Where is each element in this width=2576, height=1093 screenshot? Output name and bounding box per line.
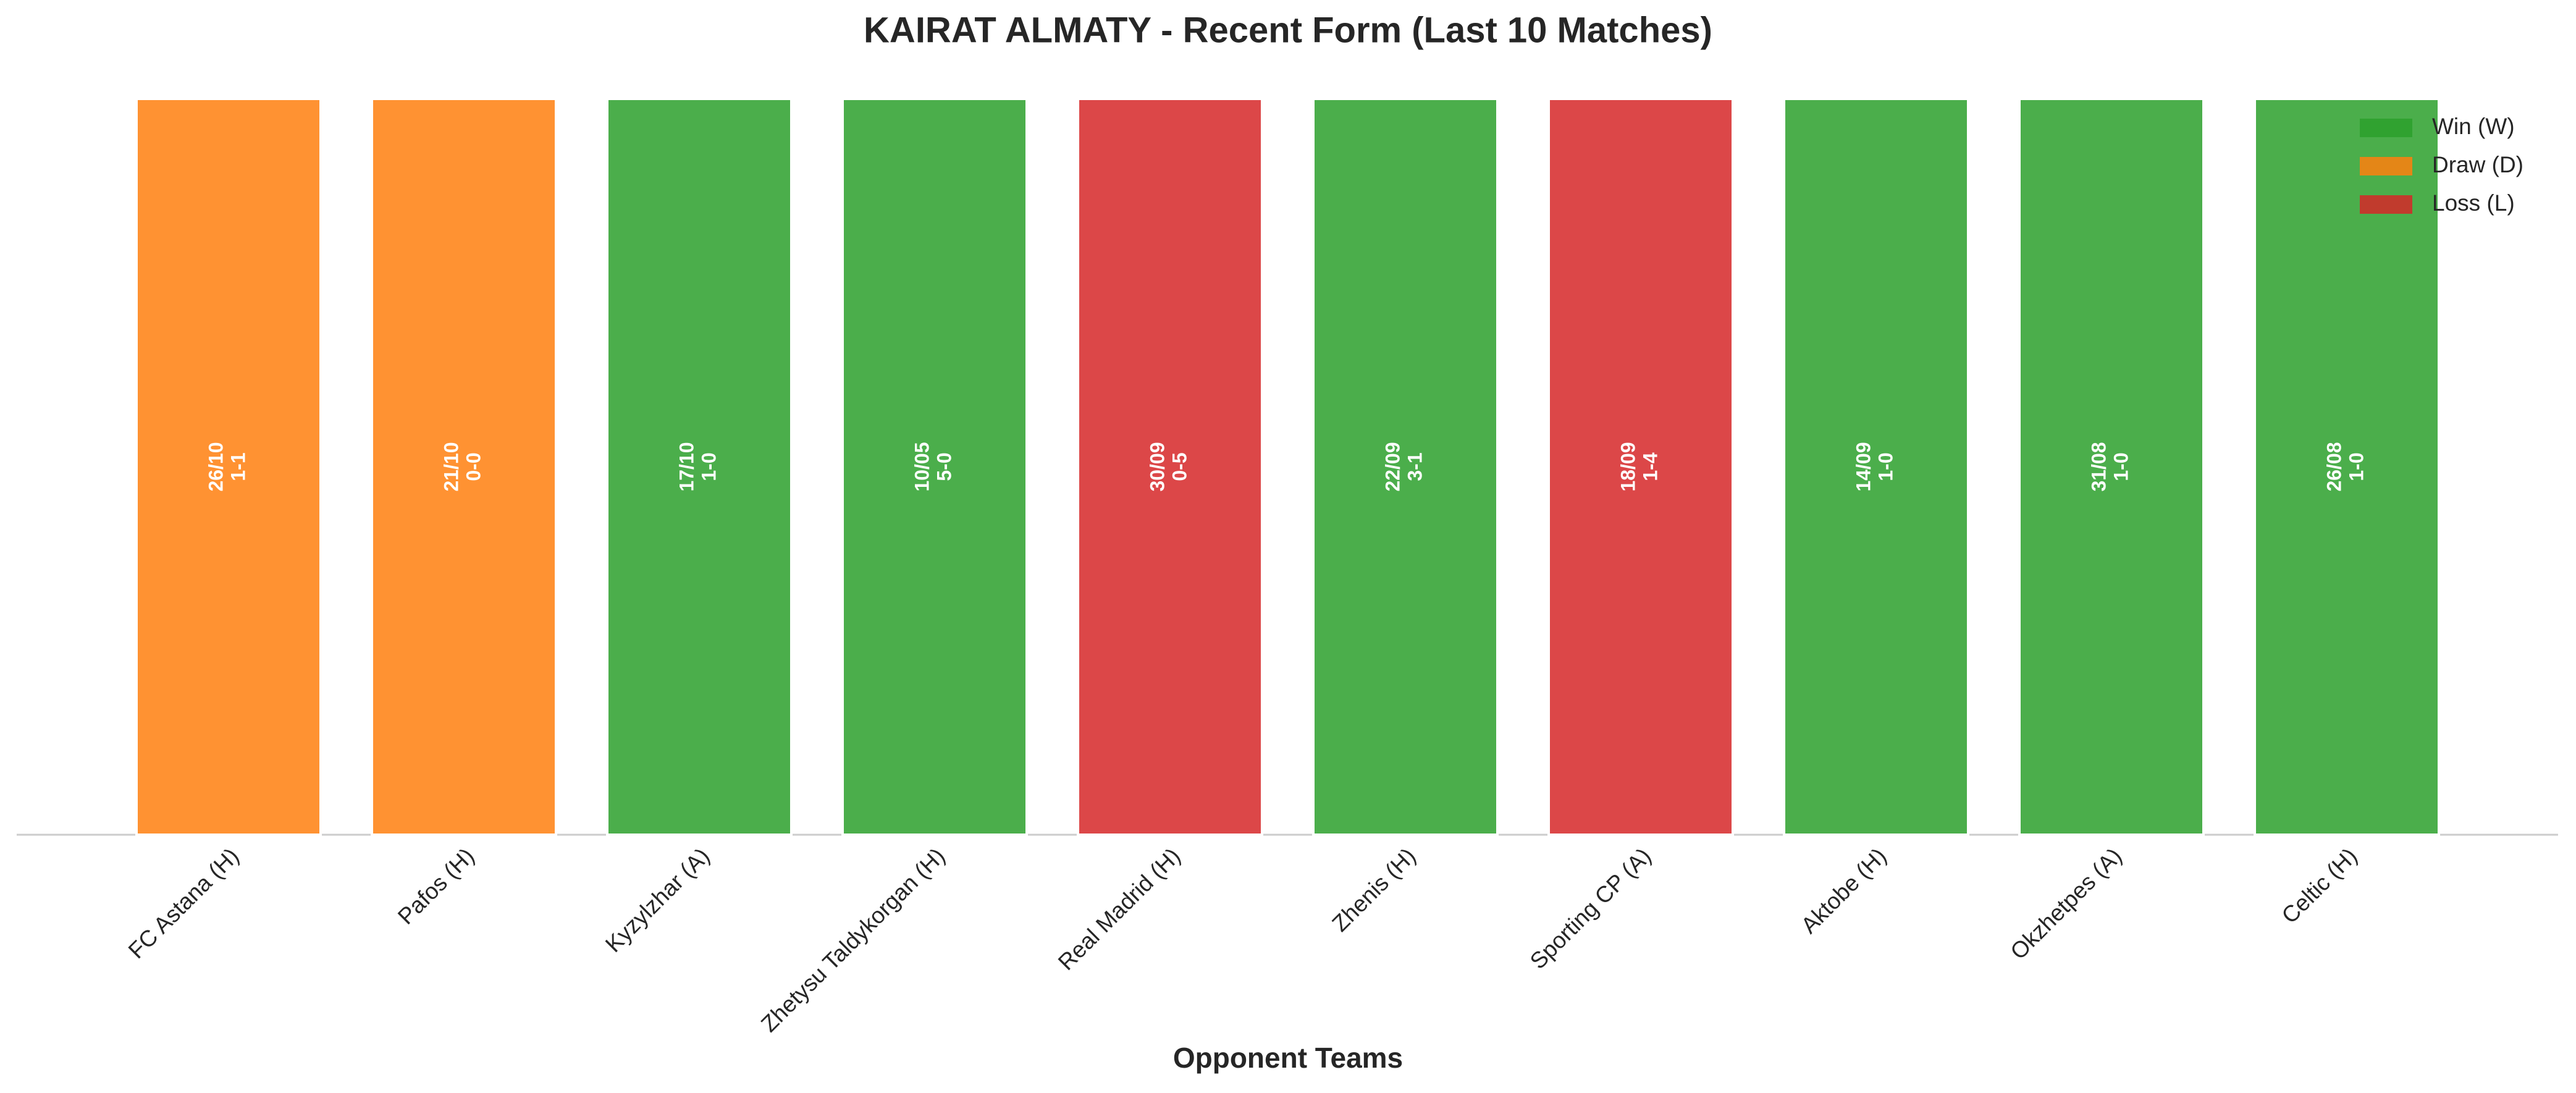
x-tick-label: Okzhetpes (A) <box>2005 843 2126 964</box>
bar-label: 1-0 <box>697 452 720 481</box>
x-axis-label: Opponent Teams <box>1173 1042 1403 1074</box>
bar <box>2018 98 2205 836</box>
bar-label: 30/09 <box>1146 442 1168 491</box>
bar-label: 31/08 <box>2087 442 2110 491</box>
bar <box>606 98 793 836</box>
bar-label: 10/05 <box>911 442 933 491</box>
legend-label: Loss (L) <box>2432 190 2515 216</box>
x-tick-label: Pafos (H) <box>393 843 479 929</box>
legend-label: Draw (D) <box>2432 152 2523 177</box>
x-tick-label: Real Madrid (H) <box>1053 843 1185 976</box>
x-tick-label: Zhenis (H) <box>1327 843 1420 937</box>
bar-label: 21/10 <box>440 442 462 491</box>
bar <box>1783 98 1969 836</box>
bar-label: 17/10 <box>675 442 697 491</box>
bar-label: 3-1 <box>1404 452 1426 481</box>
x-tick-label: Celtic (H) <box>2277 843 2362 929</box>
bar-label: 0-5 <box>1168 452 1190 481</box>
x-tick-label: FC Astana (H) <box>124 843 244 964</box>
legend-swatch <box>2360 119 2412 137</box>
x-tick-label: Aktobe (H) <box>1796 843 1892 939</box>
bar <box>1312 98 1499 836</box>
bar-label: 26/10 <box>204 442 227 491</box>
bar <box>2254 98 2440 836</box>
bar-label: 22/09 <box>1381 442 1404 491</box>
legend-swatch <box>2360 195 2412 214</box>
bar-label: 14/09 <box>1852 442 1874 491</box>
bar <box>1077 98 1263 836</box>
legend-label: Win (W) <box>2432 114 2515 139</box>
bar <box>135 98 322 836</box>
bar-label: 1-0 <box>2345 452 2367 481</box>
bar-label: 1-0 <box>1874 452 1896 481</box>
bar-label: 1-0 <box>2110 452 2132 481</box>
bar <box>1547 98 1734 836</box>
legend-swatch <box>2360 157 2412 175</box>
x-tick-label: Zhetysu Taldykorgan (H) <box>756 843 950 1037</box>
x-tick-label: Kyzylzhar (A) <box>600 843 715 958</box>
bar-label: 26/08 <box>2323 442 2345 491</box>
chart-title: KAIRAT ALMATY - Recent Form (Last 10 Mat… <box>864 10 1712 50</box>
bar-label: 5-0 <box>933 452 955 481</box>
bar-label: 18/09 <box>1617 442 1639 491</box>
bar-label: 1-1 <box>227 452 249 481</box>
bar-label: 0-0 <box>462 452 484 481</box>
x-tick-label: Sporting CP (A) <box>1525 843 1656 974</box>
bar <box>841 98 1028 836</box>
bar-label: 1-4 <box>1639 452 1661 481</box>
bar <box>371 98 557 836</box>
